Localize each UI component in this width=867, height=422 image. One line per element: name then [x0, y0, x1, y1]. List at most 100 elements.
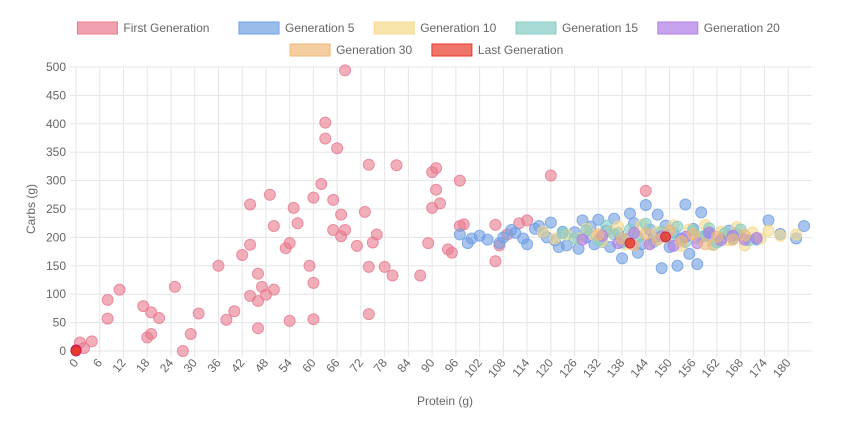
data-point[interactable]: [592, 228, 605, 241]
data-point[interactable]: [263, 188, 276, 201]
data-point[interactable]: [675, 235, 688, 248]
data-point[interactable]: [101, 312, 114, 325]
data-point[interactable]: [362, 158, 375, 171]
data-point[interactable]: [639, 199, 652, 212]
data-point[interactable]: [244, 238, 257, 251]
data-point[interactable]: [228, 305, 241, 318]
data-point[interactable]: [489, 218, 502, 231]
data-point[interactable]: [168, 280, 181, 293]
data-point[interactable]: [695, 206, 708, 219]
data-point[interactable]: [453, 228, 466, 241]
legend-item[interactable]: First Generation: [76, 21, 209, 35]
data-point[interactable]: [137, 300, 150, 313]
data-point[interactable]: [176, 345, 189, 357]
data-point[interactable]: [358, 205, 371, 218]
data-point[interactable]: [489, 255, 502, 268]
data-point[interactable]: [236, 249, 249, 262]
data-point[interactable]: [600, 219, 613, 232]
data-point[interactable]: [283, 314, 296, 327]
data-point[interactable]: [457, 218, 470, 231]
data-point[interactable]: [327, 224, 340, 237]
data-point[interactable]: [390, 159, 403, 172]
data-point[interactable]: [252, 267, 265, 280]
data-point[interactable]: [726, 233, 739, 246]
data-point[interactable]: [307, 191, 320, 204]
data-point[interactable]: [679, 198, 692, 211]
data-point[interactable]: [750, 231, 763, 244]
data-point[interactable]: [362, 260, 375, 273]
legend-item[interactable]: Generation 5: [238, 21, 355, 35]
data-point[interactable]: [303, 259, 316, 272]
data-point[interactable]: [319, 116, 332, 129]
data-point[interactable]: [307, 276, 320, 289]
data-point[interactable]: [339, 64, 352, 77]
data-point[interactable]: [291, 217, 304, 230]
data-point[interactable]: [798, 220, 811, 233]
data-point[interactable]: [287, 201, 300, 214]
data-point[interactable]: [414, 269, 427, 282]
data-point[interactable]: [774, 229, 787, 242]
data-point[interactable]: [319, 132, 332, 145]
data-point[interactable]: [378, 260, 391, 273]
data-point[interactable]: [101, 293, 114, 306]
data-point[interactable]: [762, 224, 775, 237]
legend-item[interactable]: Generation 10: [373, 21, 497, 35]
data-point[interactable]: [687, 228, 700, 241]
legend-item[interactable]: Generation 15: [515, 21, 638, 35]
data-point[interactable]: [627, 226, 640, 239]
data-point[interactable]: [624, 237, 636, 249]
data-point[interactable]: [327, 193, 340, 206]
data-point[interactable]: [556, 227, 569, 240]
data-point[interactable]: [370, 228, 383, 241]
data-point[interactable]: [212, 259, 225, 272]
legend-item[interactable]: Generation 20: [657, 21, 780, 35]
data-point[interactable]: [536, 225, 549, 238]
data-point[interactable]: [335, 208, 348, 221]
data-point[interactable]: [430, 162, 443, 175]
data-point[interactable]: [544, 169, 557, 182]
data-point[interactable]: [762, 214, 775, 227]
data-point[interactable]: [521, 214, 534, 227]
data-point[interactable]: [497, 231, 510, 244]
data-point[interactable]: [711, 230, 724, 243]
data-point[interactable]: [252, 295, 265, 308]
data-point[interactable]: [315, 178, 328, 191]
data-point[interactable]: [145, 327, 158, 340]
data-point[interactable]: [576, 233, 589, 246]
legend-item[interactable]: Generation 30: [289, 43, 412, 57]
data-point[interactable]: [184, 327, 197, 340]
data-point[interactable]: [113, 283, 126, 296]
data-point[interactable]: [445, 246, 458, 259]
data-point[interactable]: [639, 184, 652, 197]
data-point[interactable]: [331, 142, 344, 155]
data-point[interactable]: [386, 269, 399, 282]
data-point[interactable]: [453, 174, 466, 187]
data-point[interactable]: [267, 220, 280, 233]
data-point[interactable]: [639, 227, 652, 240]
data-point[interactable]: [521, 238, 534, 251]
data-point[interactable]: [738, 229, 751, 242]
data-point[interactable]: [616, 252, 629, 265]
data-point[interactable]: [660, 231, 672, 243]
data-point[interactable]: [85, 335, 98, 348]
data-point[interactable]: [639, 217, 652, 230]
data-point[interactable]: [70, 345, 82, 357]
data-point[interactable]: [283, 237, 296, 250]
data-point[interactable]: [350, 239, 363, 252]
data-point[interactable]: [683, 247, 696, 260]
data-point[interactable]: [790, 228, 803, 241]
data-point[interactable]: [481, 233, 494, 246]
data-point[interactable]: [339, 224, 352, 237]
data-point[interactable]: [153, 312, 166, 325]
data-point[interactable]: [671, 259, 684, 272]
data-point[interactable]: [220, 313, 233, 326]
data-point[interactable]: [434, 197, 447, 210]
data-point[interactable]: [244, 198, 257, 211]
legend-item[interactable]: Last Generation: [431, 43, 563, 57]
data-point[interactable]: [267, 283, 280, 296]
data-point[interactable]: [430, 183, 443, 196]
data-point[interactable]: [192, 307, 205, 320]
data-point[interactable]: [699, 238, 712, 251]
data-point[interactable]: [544, 216, 557, 229]
data-point[interactable]: [422, 237, 435, 250]
